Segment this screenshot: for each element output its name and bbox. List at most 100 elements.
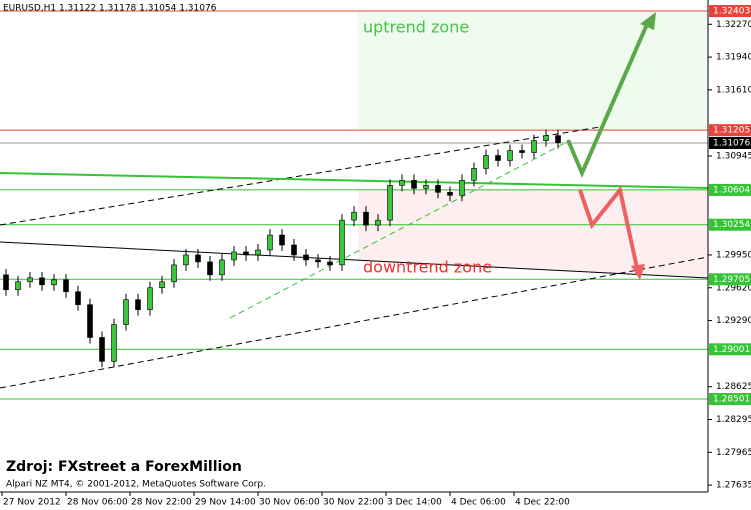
candle-body: [351, 211, 357, 221]
candle-body: [99, 337, 105, 362]
level-tag: [709, 136, 751, 149]
zone-label: downtrend zone: [363, 258, 492, 277]
level-tag: [709, 218, 751, 231]
y-tick-label: 1.29290: [716, 316, 751, 326]
uptrend-zone: [358, 11, 708, 130]
candle-body: [327, 261, 333, 266]
up-arrow-head: [640, 12, 656, 30]
candle-body: [291, 244, 297, 256]
candle-body: [483, 155, 489, 169]
x-tick-label: 27 Nov 2012: [3, 498, 61, 508]
x-tick-label: 3 Dec 14:00: [387, 498, 442, 508]
candle-body: [339, 219, 345, 266]
candle-body: [195, 254, 201, 263]
green-trendline: [0, 172, 709, 189]
support-trendline: [229, 142, 566, 319]
trend-channel-lower: [0, 256, 709, 389]
x-tick-label: 28 Nov 06:00: [67, 498, 128, 508]
candle-body: [3, 274, 9, 291]
x-tick-label: 30 Nov 06:00: [259, 498, 320, 508]
zone-label: uptrend zone: [363, 18, 469, 37]
candle-body: [411, 180, 417, 189]
candle-body: [495, 155, 501, 161]
copyright: Alpari NZ MT4, © 2001-2012, MetaQuotes S…: [6, 480, 266, 490]
candle-body: [27, 277, 33, 283]
candle-body: [207, 261, 213, 276]
candle-body: [303, 254, 309, 261]
candle-body: [219, 259, 225, 276]
candle-body: [51, 279, 57, 286]
level-label: 1.29705: [713, 275, 750, 285]
level-label: 1.31076: [713, 138, 750, 148]
candle-body: [423, 185, 429, 189]
candle-body: [243, 251, 249, 256]
candle-body: [363, 211, 369, 226]
candle-body: [39, 277, 45, 286]
level-tag: [709, 124, 751, 137]
source: Zdroj: FXstreet a ForexMillion: [6, 459, 242, 475]
candle-body: [279, 234, 285, 246]
y-tick-label: 1.27965: [716, 448, 751, 458]
level-tag: [709, 183, 751, 196]
y-tick-label: 1.31610: [716, 85, 751, 95]
candle-body: [507, 150, 513, 161]
candle-body: [267, 234, 273, 251]
level-label: 1.28501: [713, 395, 750, 405]
up-arrow: [566, 21, 650, 179]
x-tick-label: 4 Dec 22:00: [515, 498, 570, 508]
candle-body: [231, 251, 237, 261]
candle-body: [171, 264, 177, 283]
candle-body: [531, 140, 537, 153]
candle-body: [147, 287, 153, 310]
candle-body: [459, 180, 465, 196]
candle-body: [375, 219, 381, 226]
x-tick-label: 29 Nov 14:00: [195, 498, 256, 508]
candle-body: [555, 135, 561, 143]
level-label: 1.32403: [713, 7, 750, 17]
candle-body: [87, 304, 93, 338]
down-arrow-head: [631, 264, 645, 280]
y-tick-label: 1.31940: [716, 53, 751, 63]
downtrend-zone: [358, 189, 708, 277]
down-arrow: [578, 185, 639, 269]
y-tick-label: 1.29620: [716, 283, 751, 293]
level-tag: [709, 393, 751, 406]
candle-body: [435, 185, 441, 193]
candle-body: [315, 259, 321, 263]
level-tag: [709, 5, 751, 18]
candle-body: [159, 281, 165, 289]
level-label: 1.29001: [713, 345, 750, 355]
level-label: 1.30254: [713, 220, 750, 230]
candle-body: [255, 249, 261, 256]
symbol-header: EURUSD,H1 1.31122 1.31178 1.31054 1.3107…: [3, 4, 217, 14]
y-tick-label: 1.27635: [716, 481, 751, 491]
x-tick-label: 30 Nov 22:00: [323, 498, 384, 508]
trend-channel-upper: [0, 126, 601, 226]
candle-body: [15, 281, 21, 291]
candle-body: [123, 299, 129, 325]
candle-body: [447, 192, 453, 196]
y-tick-label: 1.32270: [716, 20, 751, 30]
candle-body: [471, 168, 477, 181]
black-trendline: [0, 241, 709, 279]
level-label: 1.31205: [713, 126, 750, 136]
x-tick-label: 28 Nov 22:00: [131, 498, 192, 508]
candle-body: [543, 135, 549, 141]
candle-body: [75, 291, 81, 305]
candle-body: [111, 324, 117, 362]
candle-body: [183, 254, 189, 266]
candle-body: [519, 150, 525, 153]
candle-body: [387, 185, 393, 221]
y-tick-label: 1.28295: [716, 415, 751, 425]
candle-body: [63, 279, 69, 293]
level-tag: [709, 343, 751, 356]
candle-body: [135, 299, 141, 310]
y-tick-label: 1.28625: [716, 382, 751, 392]
candle-body: [399, 180, 405, 186]
level-tag: [709, 273, 751, 286]
y-tick-label: 1.30945: [716, 152, 751, 162]
y-tick-label: 1.29950: [716, 250, 751, 260]
x-tick-label: 4 Dec 06:00: [451, 498, 506, 508]
level-label: 1.30604: [713, 185, 750, 195]
